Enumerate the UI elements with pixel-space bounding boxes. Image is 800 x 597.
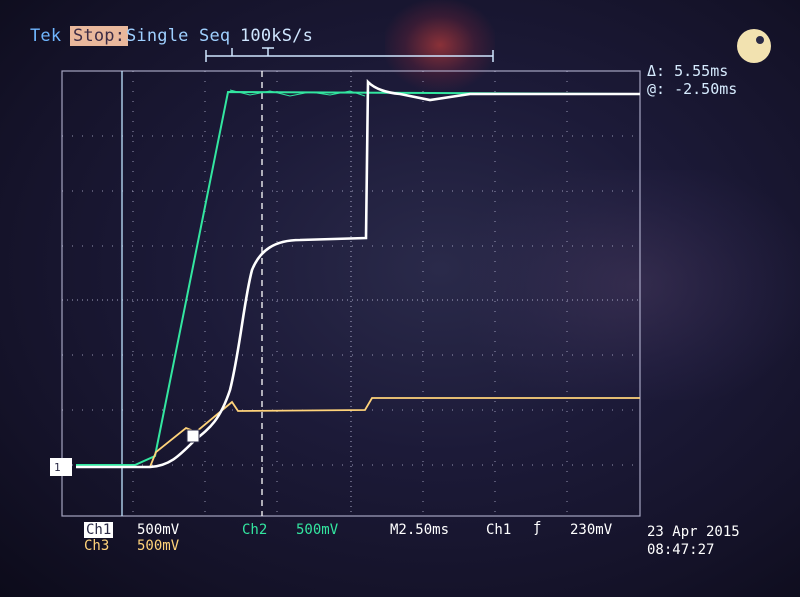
- ch1-ground-marker[interactable]: 1: [50, 458, 72, 476]
- ch2-label[interactable]: Ch2: [242, 522, 268, 538]
- acquisition-state-badge: Stop:: [70, 26, 129, 46]
- trigger-point-marker[interactable]: [186, 429, 200, 443]
- trigger-source: Ch1: [486, 522, 512, 538]
- sample-rate: 100kS/s: [240, 26, 314, 46]
- cursor-position-readout: @: -2.50ms: [647, 80, 738, 98]
- ch1-scale: 500mV: [137, 522, 180, 538]
- ch3-label[interactable]: Ch3: [84, 538, 110, 554]
- ch3-trace: [76, 397, 640, 468]
- timebase-readout: M2.50ms: [390, 522, 450, 538]
- cursor-delta-readout: Δ: 5.55ms: [647, 62, 729, 80]
- time-readout: 08:47:27: [647, 542, 715, 558]
- ch2-scale: 500mV: [296, 522, 339, 538]
- acquisition-mode: Single Seq: [126, 26, 231, 46]
- ch2-trace: [76, 90, 641, 466]
- graticule: [61, 70, 641, 517]
- record-position-bar: [205, 47, 494, 62]
- ch1-label[interactable]: Ch1: [84, 522, 114, 538]
- trigger-level: 230mV: [570, 522, 613, 538]
- ch3-scale: 500mV: [137, 538, 180, 554]
- run-indicator-icon: [737, 29, 771, 63]
- brand-label: Tek: [30, 26, 62, 46]
- background-glow-red: [385, 0, 495, 90]
- ch2-trace-noise: [229, 89, 366, 97]
- trigger-slope-icon: ƒ: [533, 520, 542, 536]
- date-readout: 23 Apr 2015: [647, 524, 740, 540]
- background-glow-hand: [470, 170, 800, 400]
- svg-text:1: 1: [54, 461, 61, 474]
